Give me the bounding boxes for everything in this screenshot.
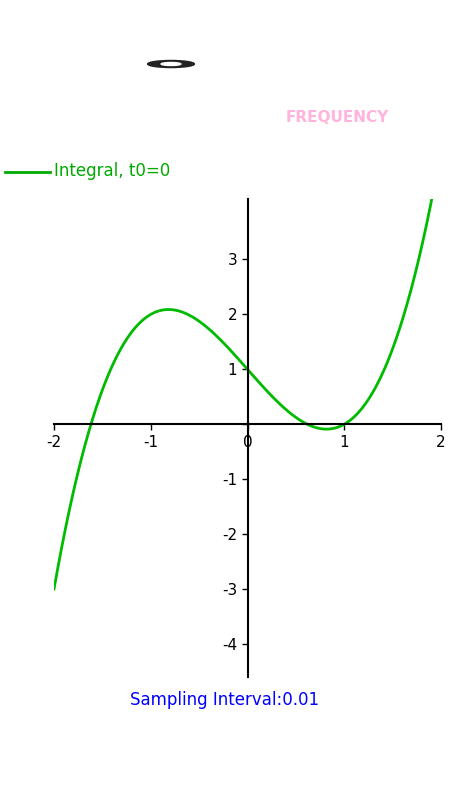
Text: Sampling Interval:0.01: Sampling Interval:0.01 xyxy=(130,691,320,709)
Text: ☞: ☞ xyxy=(292,54,311,74)
Text: Integral, t0=0: Integral, t0=0 xyxy=(54,162,170,181)
Text: ?: ? xyxy=(362,50,376,78)
Circle shape xyxy=(137,59,205,69)
Text: $y(t)$: $y(t)$ xyxy=(83,53,115,75)
Text: ◁: ◁ xyxy=(103,754,122,778)
Circle shape xyxy=(148,61,194,67)
Text: T: T xyxy=(105,108,119,127)
Text: □: □ xyxy=(326,754,349,778)
Text: ☰: ☰ xyxy=(25,52,47,76)
Text: 42%: 42% xyxy=(314,9,342,22)
Text: ⚙: ⚙ xyxy=(229,54,248,74)
Text: ○: ○ xyxy=(214,754,236,778)
Text: ⋮: ⋮ xyxy=(412,54,434,74)
Text: FREQUENCY: FREQUENCY xyxy=(285,110,389,125)
Circle shape xyxy=(161,62,181,66)
Text: 09:57: 09:57 xyxy=(392,8,436,22)
